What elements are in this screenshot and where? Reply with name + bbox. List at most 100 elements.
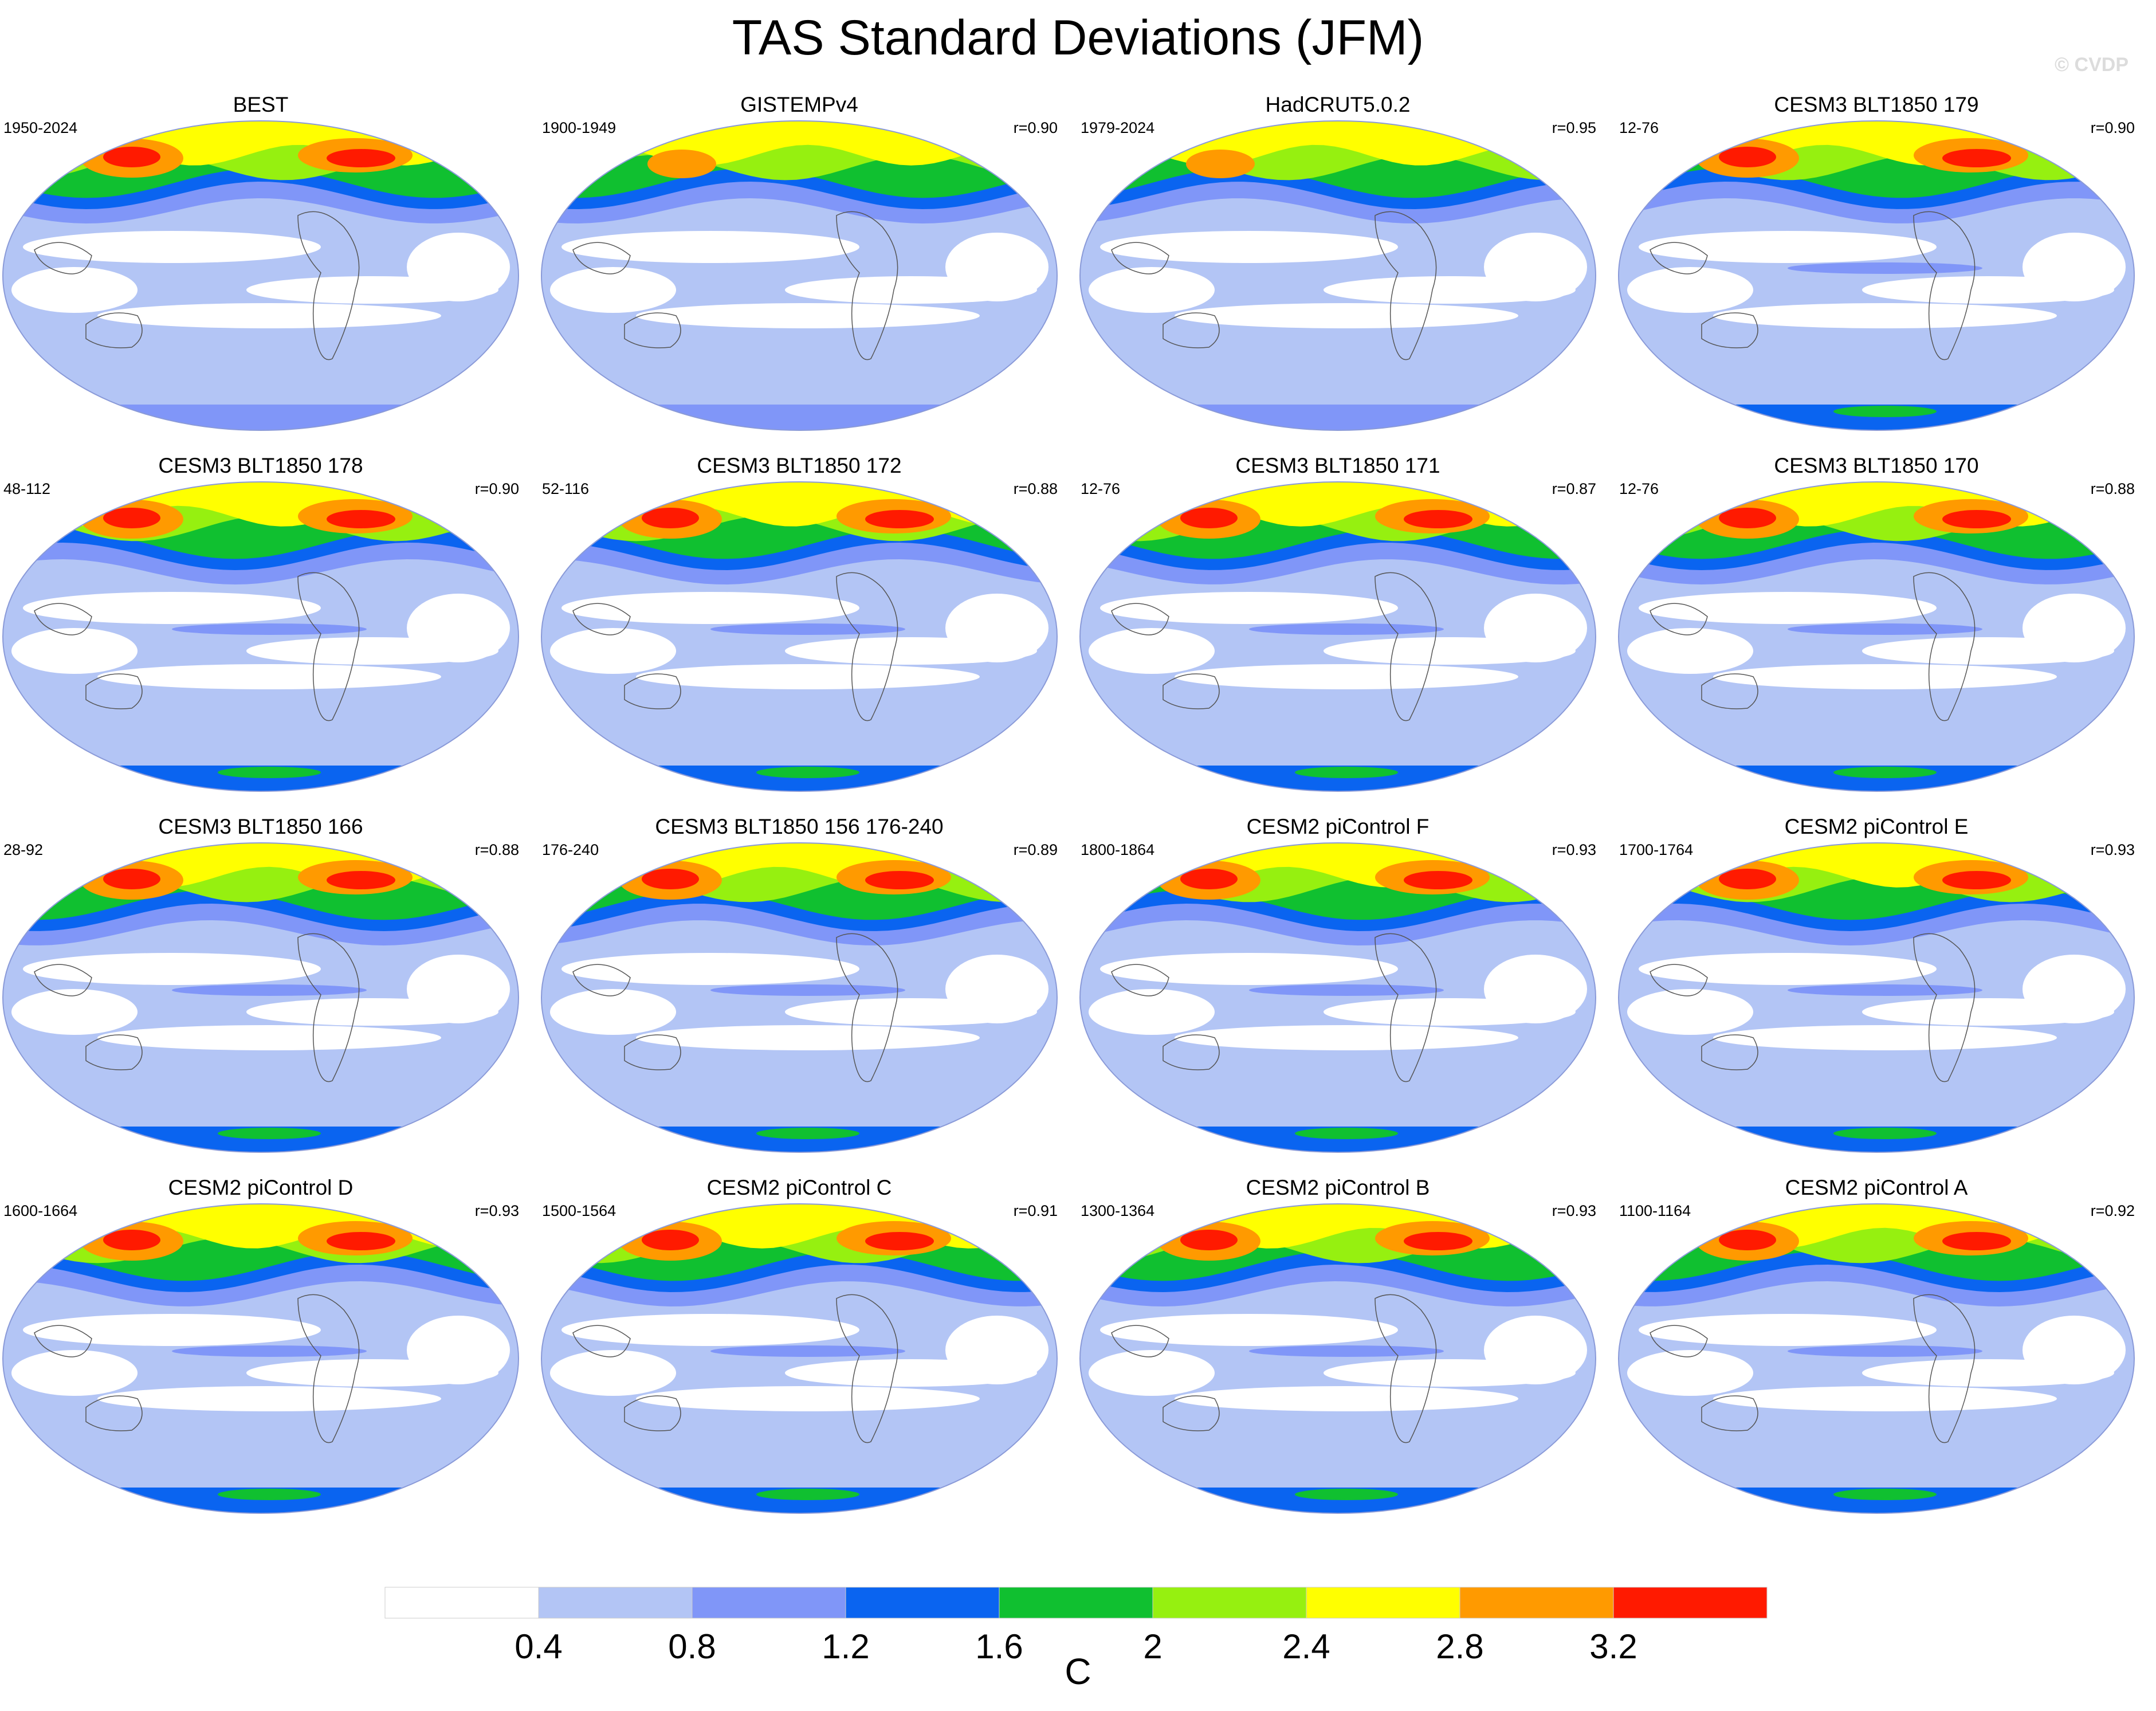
antarctic-band (1833, 1489, 1937, 1500)
high-variance-region (1719, 1230, 1776, 1250)
antarctic-band (756, 767, 859, 778)
low-variance-band (1100, 231, 1398, 263)
coastline (1375, 1294, 1437, 1443)
high-variance-region (1404, 871, 1472, 889)
robinson-map (1079, 481, 1596, 792)
low-variance-band (1175, 1025, 1518, 1050)
high-variance-region (327, 1232, 395, 1250)
low-variance-band (1639, 1314, 1937, 1346)
high-variance-region (1180, 1230, 1238, 1250)
enso-band (1788, 623, 1982, 635)
low-variance-band (1713, 1025, 2057, 1050)
low-variance-band (1175, 303, 1518, 328)
contour-band-2.4 (1080, 482, 1596, 527)
panel-title: CESM2 piControl E (1784, 815, 1969, 838)
coastline (1650, 1325, 1708, 1357)
coastline (1163, 1034, 1220, 1070)
map-panel: GISTEMPv4 1900-1949 r=0.90 (539, 92, 1060, 435)
panel-correlation: r=0.93 (474, 1202, 519, 1219)
coastline (1375, 211, 1437, 360)
high-variance-region (327, 510, 395, 528)
low-variance-band (945, 1316, 1048, 1384)
robinson-map (2, 842, 519, 1153)
map-boundary (2, 120, 519, 431)
map-boundary (541, 1203, 1058, 1514)
low-variance-band (636, 664, 980, 689)
low-variance-band (561, 592, 859, 624)
map-panel: CESM3 BLT1850 172 52-116 r=0.88 (539, 453, 1060, 796)
coastline (1111, 242, 1169, 274)
map-panel: CESM2 piControl A 1100-1164 r=0.92 (1616, 1175, 2137, 1518)
low-variance-band (1100, 953, 1398, 985)
antarctic-band (1833, 767, 1937, 778)
low-variance-band (2023, 233, 2126, 301)
high-variance-region (103, 869, 160, 889)
map-boundary (1079, 120, 1596, 431)
panel-period: 1100-1164 (1619, 1202, 1691, 1219)
antarctic-band (1080, 405, 1596, 430)
coastline (836, 572, 898, 721)
panel-title: BEST (233, 93, 289, 116)
map-panel: CESM3 BLT1850 166 28-92 r=0.88 (0, 814, 521, 1157)
panel-title: CESM3 BLT1850 156 176-240 (655, 815, 944, 838)
map-panel: CESM3 BLT1850 179 12-76 r=0.90 (1616, 92, 2137, 435)
coastline (297, 211, 360, 360)
coastline (1375, 933, 1437, 1082)
colorbar-segment (1613, 1587, 1768, 1619)
low-variance-band (23, 1314, 321, 1346)
low-variance-band (97, 1386, 441, 1411)
coastline (1650, 242, 1708, 274)
map-boundary (541, 120, 1058, 431)
antarctic-band (218, 1128, 321, 1139)
low-variance-band (945, 955, 1048, 1023)
high-variance-region (1942, 510, 2011, 528)
coastline (1163, 312, 1220, 348)
low-variance-band (1089, 989, 1215, 1035)
coastline (1913, 933, 1976, 1082)
low-variance-band (97, 303, 441, 328)
coastline (1701, 312, 1758, 348)
antarctic-band (1295, 767, 1398, 778)
enso-band (1788, 984, 1982, 996)
panel-correlation: r=0.95 (1552, 119, 1596, 136)
panel-correlation: r=0.92 (2090, 1202, 2135, 1219)
enso-band (1249, 1345, 1444, 1357)
coastline (836, 1294, 898, 1443)
panel-period: 48-112 (3, 480, 51, 497)
robinson-map (1618, 1203, 2135, 1514)
low-variance-band (97, 1025, 441, 1050)
coastline (1111, 1325, 1169, 1357)
map-boundary (2, 481, 519, 792)
panel-correlation: r=0.88 (2090, 480, 2135, 497)
low-variance-band (1089, 628, 1215, 674)
antarctic-band (541, 405, 1057, 430)
panel-period: 1950-2024 (3, 119, 78, 136)
coastline (572, 1325, 631, 1357)
low-variance-band (23, 592, 321, 624)
panel-correlation: r=0.93 (1552, 841, 1596, 858)
low-variance-band (11, 267, 138, 313)
low-variance-band (636, 1025, 980, 1050)
contour-band-2.4 (3, 482, 519, 527)
panel-title: CESM2 piControl D (168, 1176, 354, 1199)
coastline (34, 964, 92, 996)
panel-title: CESM2 piControl C (706, 1176, 892, 1199)
colorbar-unit: C (1065, 1651, 1091, 1692)
coastline (572, 603, 631, 635)
high-variance-region (1942, 871, 2011, 889)
map-panel: CESM3 BLT1850 156 176-240 176-240 r=0.89 (539, 814, 1060, 1157)
coastline (85, 1034, 143, 1070)
coastline (1163, 673, 1220, 709)
panel-correlation: r=0.88 (474, 841, 519, 858)
panel-correlation: r=0.90 (1013, 119, 1058, 136)
antarctic-band (218, 1489, 321, 1500)
contour-band-2.4 (541, 1204, 1057, 1249)
panel-title: CESM2 piControl F (1246, 815, 1430, 838)
low-variance-band (1100, 1314, 1398, 1346)
low-variance-band (550, 989, 676, 1035)
high-variance-region (1942, 1232, 2011, 1250)
panel-period: 1800-1864 (1081, 841, 1155, 858)
coastline (1701, 1395, 1758, 1431)
low-variance-band (23, 231, 321, 263)
coastline (34, 1325, 92, 1357)
